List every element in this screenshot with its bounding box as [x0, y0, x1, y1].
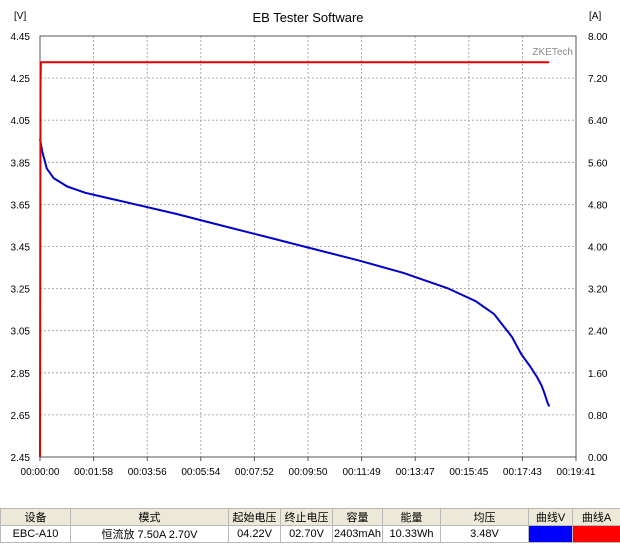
x-tick-label: 00:11:49 — [343, 467, 382, 478]
cell-start-voltage: 04.22V — [228, 525, 281, 543]
x-tick-label: 00:03:56 — [128, 467, 167, 478]
x-tick-label: 00:01:58 — [74, 467, 113, 478]
right-tick-labels: 8.00 7.20 6.40 5.60 4.80 4.00 3.20 2.40 1.60 0.80… — [588, 32, 608, 464]
x-tick-label: 00:07:52 — [235, 467, 274, 478]
x-tick-label: 00:15:45 — [449, 467, 488, 478]
left-tick-label: 3.65 — [11, 200, 31, 211]
curve-v-color-swatch[interactable] — [528, 525, 573, 543]
header-mode: 模式 — [70, 508, 229, 526]
header-end-voltage: 终止电压 — [280, 508, 333, 526]
curve-a-swatch-fill[interactable] — [573, 526, 620, 542]
x-tick-label: 00:09:50 — [289, 467, 328, 478]
x-tick-label: 00:05:54 — [181, 467, 220, 478]
left-tick-labels: 4.45 4.25 4.05 3.85 3.65 3.45 3.25 3.05 2.85 2.65… — [11, 32, 31, 464]
watermark-text: ZKETech — [532, 47, 573, 58]
right-axis-unit: [A] — [589, 11, 601, 22]
header-curve-v[interactable]: 曲线V — [528, 508, 573, 526]
cell-avg-voltage: 3.48V — [440, 525, 529, 543]
series-layer — [39, 61, 551, 458]
discharge-chart: EB Tester Software [V] [A] ZKETech 4.454… — [11, 10, 608, 478]
x-tick-label: 00:17:43 — [503, 467, 542, 478]
x-tick-label: 00:19:41 — [557, 467, 596, 478]
left-tick-label: 3.85 — [11, 158, 31, 169]
voltage-series-line — [39, 138, 551, 407]
table-row: EBC-A10 恒流放 7.50A 2.70V 04.22V 02.70V 24… — [0, 525, 620, 543]
left-tick-label: 4.45 — [11, 32, 31, 43]
right-tick-label: 5.60 — [588, 158, 608, 169]
left-tick-label: 3.45 — [11, 243, 31, 254]
cell-device: EBC-A10 — [0, 525, 71, 543]
left-tick-label: 2.45 — [11, 453, 31, 464]
header-device: 设备 — [0, 508, 71, 526]
current-series-line — [39, 61, 550, 458]
header-curve-a[interactable]: 曲线A — [572, 508, 620, 526]
header-start-voltage: 起始电压 — [228, 508, 281, 526]
left-tick-label: 2.65 — [11, 411, 31, 422]
right-tick-label: 0.00 — [588, 453, 608, 464]
left-tick-label: 3.05 — [11, 327, 31, 338]
cell-capacity: 2403mAh — [332, 525, 383, 543]
left-axis-unit: [V] — [14, 11, 26, 22]
left-tick-label: 4.05 — [11, 116, 31, 127]
right-tick-label: 8.00 — [588, 32, 608, 43]
right-tick-label: 7.20 — [588, 74, 608, 85]
table-header-row: 设备 模式 起始电压 终止电压 容量 能量 均压 曲线V 曲线A — [0, 508, 620, 526]
right-tick-label: 2.40 — [588, 327, 608, 338]
x-tick-labels: 00:00:00 00:01:58 00:03:56 00:05:54 00:07:52… — [21, 457, 596, 478]
right-tick-label: 4.00 — [588, 243, 608, 254]
cell-mode: 恒流放 7.50A 2.70V — [70, 525, 229, 543]
cell-end-voltage: 02.70V — [280, 525, 333, 543]
cell-energy: 10.33Wh — [382, 525, 441, 543]
left-tick-label: 4.25 — [11, 74, 31, 85]
right-tick-label: 4.80 — [588, 200, 608, 211]
result-table: 设备 模式 起始电压 终止电压 容量 能量 均压 曲线V 曲线A EBC-A10… — [0, 508, 620, 543]
x-tick-label: 00:13:47 — [396, 467, 435, 478]
header-energy: 能量 — [382, 508, 441, 526]
x-tick-label: 00:00:00 — [21, 467, 60, 478]
curve-a-color-swatch[interactable] — [572, 525, 620, 543]
right-tick-label: 3.20 — [588, 285, 608, 296]
curve-v-swatch-fill[interactable] — [529, 526, 572, 542]
right-tick-label: 0.80 — [588, 411, 608, 422]
left-tick-label: 3.25 — [11, 285, 31, 296]
header-avg-voltage: 均压 — [440, 508, 529, 526]
left-tick-label: 2.85 — [11, 369, 31, 380]
right-tick-label: 1.60 — [588, 369, 608, 380]
chart-title: EB Tester Software — [252, 10, 363, 25]
header-capacity: 容量 — [332, 508, 383, 526]
right-tick-label: 6.40 — [588, 116, 608, 127]
